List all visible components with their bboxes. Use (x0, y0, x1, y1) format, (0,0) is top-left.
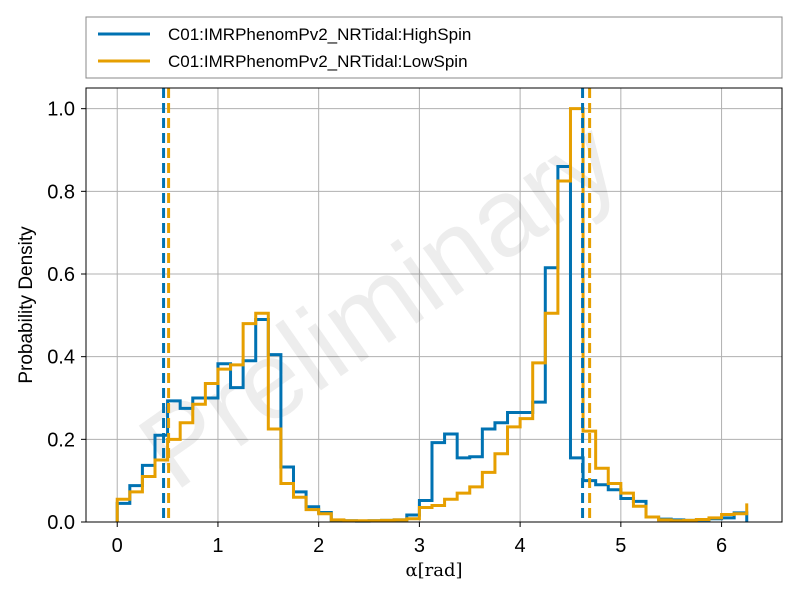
y-tick-label: 1.0 (47, 99, 75, 121)
x-tick-label: 5 (615, 535, 626, 557)
y-axis-label: Probability Density (16, 226, 37, 384)
legend: C01:IMRPhenomPv2_NRTidal:HighSpin C01:IM… (85, 16, 783, 79)
y-tick-label: 0.8 (47, 181, 75, 203)
plot-frame (85, 87, 783, 523)
x-axis-ticks: 0 1 2 3 4 5 6 (112, 522, 727, 557)
grid (86, 88, 782, 523)
histogram-layer (115, 107, 749, 523)
legend-label-highspin: C01:IMRPhenomPv2_NRTidal:HighSpin (168, 25, 471, 44)
x-tick-label: 2 (313, 535, 324, 557)
legend-label-lowspin: C01:IMRPhenomPv2_NRTidal:LowSpin (168, 52, 468, 71)
x-tick-label: 6 (716, 535, 727, 557)
y-axis-ticks: 0.0 0.2 0.4 0.6 0.8 1.0 (47, 99, 86, 534)
y-tick-label: 0.2 (47, 429, 75, 451)
x-tick-label: 4 (515, 535, 526, 557)
y-tick-label: 0.6 (47, 264, 75, 286)
median-lines-layer (162, 88, 592, 522)
legend-frame (85, 16, 783, 79)
x-axis-label: α[rad] (405, 560, 462, 581)
y-tick-label: 0.4 (47, 347, 75, 369)
x-tick-label: 0 (112, 535, 123, 557)
watermark-text: Preliminary (118, 96, 639, 512)
y-tick-label: 0.0 (47, 512, 75, 534)
x-tick-label: 1 (212, 535, 223, 557)
histogram-series-1 (115, 107, 749, 523)
x-tick-label: 3 (414, 535, 425, 557)
